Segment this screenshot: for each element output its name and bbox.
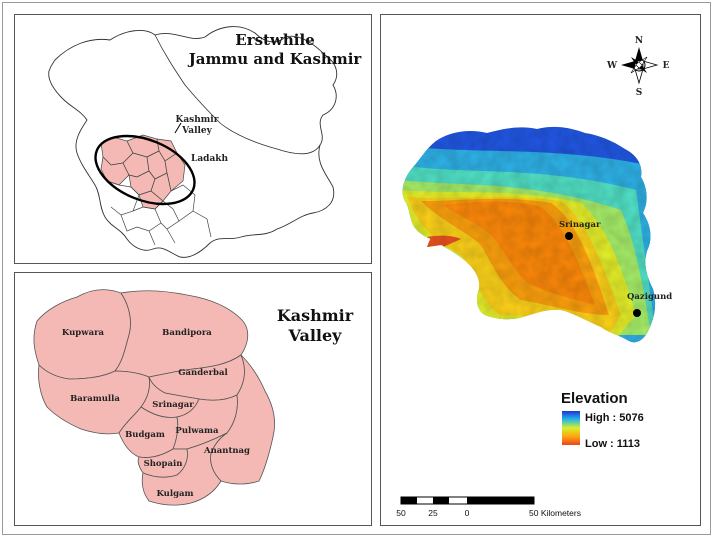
jk-ladakh-label: Ladakh [191, 154, 229, 164]
jk-title-line1: Erstwhile [235, 31, 314, 49]
valley-map: Kashmir Valley Kupwara Bandipora Baramul… [33, 289, 354, 506]
district-label-baramulla: Baramulla [70, 394, 120, 404]
compass-north: N [635, 36, 643, 46]
jk-outline [48, 26, 338, 258]
compass-east: E [663, 61, 670, 71]
valley-districts [33, 289, 275, 506]
marker-srinagar [565, 232, 573, 240]
compass-rose-icon: N S E W [606, 36, 670, 98]
district-label-ganderbal: Ganderbal [178, 368, 228, 378]
place-label-qazigund: Qazigund [627, 292, 672, 302]
elevation-panel: N S E W Srinagar Qazigund Elevation High… [380, 14, 701, 526]
valley-highlight-ellipse [94, 134, 196, 206]
district-kulgam [141, 432, 228, 506]
valley-title-line2: Valley [288, 326, 343, 345]
compass-south: S [636, 88, 643, 98]
district-label-bandipora: Bandipora [162, 328, 212, 338]
district-label-kupwara: Kupwara [62, 328, 105, 338]
jk-valley-label-line1: Kashmir [176, 115, 219, 125]
scale-bar: 50 25 0 50 Kilometers [396, 496, 581, 518]
compass-west: W [606, 61, 618, 71]
district-label-srinagar: Srinagar [152, 400, 194, 410]
scale-tick-50-km: 50 Kilometers [529, 508, 581, 518]
place-label-srinagar: Srinagar [559, 220, 601, 230]
valley-title-line1: Kashmir [277, 306, 354, 325]
elevation-map: N S E W Srinagar Qazigund Elevation High… [396, 36, 672, 518]
legend-title: Elevation [561, 390, 628, 407]
jk-title-line2: Jammu and Kashmir [187, 50, 363, 68]
elevation-raster [402, 126, 656, 343]
district-label-shopian: Shopain [144, 459, 183, 469]
district-label-anantnag: Anantnag [203, 446, 250, 456]
district-label-budgam: Budgam [125, 430, 165, 440]
legend-high-label: High : 5076 [585, 412, 644, 424]
ladakh-boundary [154, 34, 321, 155]
marker-qazigund [633, 309, 641, 317]
valley-leader-line [174, 122, 182, 134]
valley-panel: Kashmir Valley Kupwara Bandipora Baramul… [14, 272, 372, 526]
district-label-pulwama: Pulwama [175, 426, 219, 436]
district-label-kulgam: Kulgam [156, 489, 193, 499]
scale-tick-25: 25 [428, 508, 438, 518]
scale-tick-0: 0 [465, 508, 470, 518]
legend-low-label: Low : 1113 [585, 438, 640, 450]
scale-tick-50-left: 50 [396, 508, 406, 518]
jammu-districts [106, 180, 212, 246]
jk-inset-panel: Erstwhile Jammu and Kashmir Kashmir Vall… [14, 14, 372, 264]
jk-inset-map: Erstwhile Jammu and Kashmir Kashmir Vall… [48, 26, 363, 258]
legend-gradient [562, 411, 580, 445]
jk-valley-label-line2: Valley [181, 126, 213, 136]
